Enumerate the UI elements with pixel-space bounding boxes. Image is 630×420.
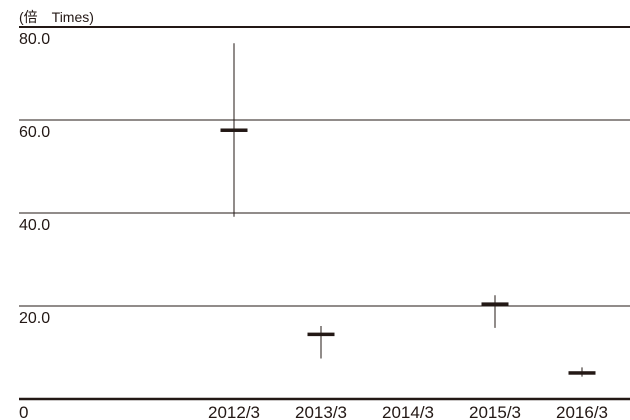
candles xyxy=(220,43,596,377)
x-zero-label: 0 xyxy=(19,403,28,420)
value-marker xyxy=(481,302,509,306)
y-tick-label: 60.0 xyxy=(19,124,50,141)
gridlines xyxy=(19,26,630,401)
y-tick-label: 40.0 xyxy=(19,217,50,234)
x-tick-labels: 2012/3 2013/3 2014/3 2015/3 2016/3 xyxy=(208,403,608,420)
value-marker xyxy=(568,371,596,375)
value-marker xyxy=(307,332,335,337)
value-marker xyxy=(220,128,248,132)
y-tick-label: 20.0 xyxy=(19,310,50,327)
y-tick-label: 80.0 xyxy=(19,31,50,48)
x-tick-label: 2012/3 xyxy=(208,403,260,420)
x-tick-label: 2015/3 xyxy=(469,403,521,420)
x-tick-label: 2016/3 xyxy=(556,403,608,420)
unit-label: (倍 Times) xyxy=(19,9,94,25)
x-tick-label: 2013/3 xyxy=(295,403,347,420)
y-tick-labels: 80.0 60.0 40.0 20.0 xyxy=(19,31,50,327)
x-tick-label: 2014/3 xyxy=(382,403,434,420)
